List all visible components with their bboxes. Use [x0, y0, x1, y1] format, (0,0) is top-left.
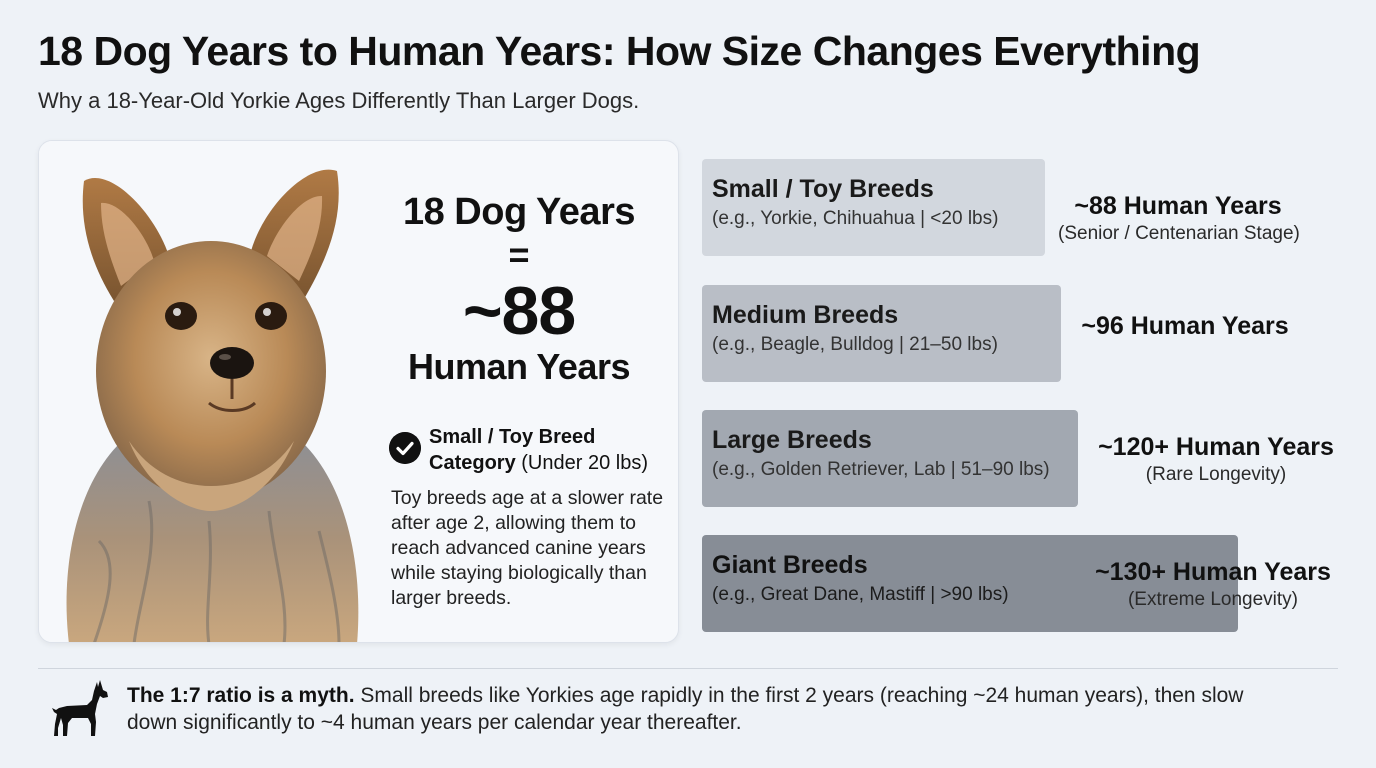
equals-sign: =: [508, 234, 530, 275]
human-years-result: ~96 Human Years: [1081, 312, 1289, 340]
footer-divider: [38, 668, 1338, 669]
age-equation: 18 Dog Years = ~88 Human Years: [389, 191, 649, 388]
category-weight: (Under 20 lbs): [521, 452, 648, 474]
result-note: (Extreme Longevity): [1127, 589, 1298, 610]
breed-result-large: ~120+ Human Years (Rare Longevity): [1088, 433, 1344, 486]
breed-name: Large Breeds: [712, 426, 872, 454]
footer-body: Small breeds like Yorkies age rapidly in…: [127, 684, 1244, 734]
breed-bar-medium: Medium Breeds (e.g., Beagle, Bulldog | 2…: [702, 285, 1061, 382]
footer-bold: The 1:7 ratio is a myth.: [127, 684, 355, 707]
category-name: Small / Toy Breed: [429, 426, 596, 448]
human-years-result: ~88 Human Years: [1074, 192, 1282, 220]
category-description: Toy breeds age at a slower rate after ag…: [391, 487, 664, 609]
human-years-value: ~88: [462, 273, 576, 349]
result-note: (Rare Longevity): [1145, 464, 1287, 485]
category-label: Small / Toy Breed Category (Under 20 lbs…: [429, 424, 648, 476]
dog-silhouette-icon: [52, 680, 108, 736]
yorkshire-terrier-photo: [39, 141, 379, 642]
footer-note: The 1:7 ratio is a myth. Small breeds li…: [127, 682, 1277, 736]
breed-bar-large: Large Breeds (e.g., Golden Retriever, La…: [702, 410, 1078, 507]
dog-years-label: 18 Dog Years: [402, 191, 636, 233]
breed-examples: (e.g., Yorkie, Chihuahua | <20 lbs): [712, 208, 999, 229]
breed-name: Medium Breeds: [712, 301, 899, 329]
breed-name: Small / Toy Breeds: [712, 175, 934, 203]
yorkie-summary-card: 18 Dog Years = ~88 Human Years Small / T…: [38, 140, 679, 643]
breed-examples: (e.g., Golden Retriever, Lab | 51–90 lbs…: [712, 459, 1050, 480]
human-years-unit: Human Years: [408, 346, 630, 387]
check-circle-icon: [389, 432, 421, 464]
breed-examples: (e.g., Beagle, Bulldog | 21–50 lbs): [712, 334, 998, 355]
result-note: (Senior / Centenarian Stage): [1058, 223, 1300, 244]
page-title: 18 Dog Years to Human Years: How Size Ch…: [38, 28, 1201, 74]
breed-result-small: ~88 Human Years (Senior / Centenarian St…: [1058, 192, 1300, 245]
breed-bar-giant: Giant Breeds (e.g., Great Dane, Mastiff …: [702, 535, 1238, 632]
page-subtitle: Why a 18-Year-Old Yorkie Ages Differentl…: [38, 88, 640, 113]
breed-name: Giant Breeds: [712, 551, 868, 579]
human-years-result: ~130+ Human Years: [1095, 558, 1331, 586]
breed-result-medium: ~96 Human Years: [1070, 312, 1300, 341]
breed-result-giant: ~130+ Human Years (Extreme Longevity): [1083, 558, 1343, 611]
category-word: Category: [429, 452, 516, 474]
breed-examples: (e.g., Great Dane, Mastiff | >90 lbs): [712, 584, 1009, 605]
breed-bar-small: Small / Toy Breeds (e.g., Yorkie, Chihua…: [702, 159, 1045, 256]
human-years-result: ~120+ Human Years: [1098, 433, 1334, 461]
breed-category: Small / Toy Breed Category (Under 20 lbs…: [389, 424, 669, 480]
